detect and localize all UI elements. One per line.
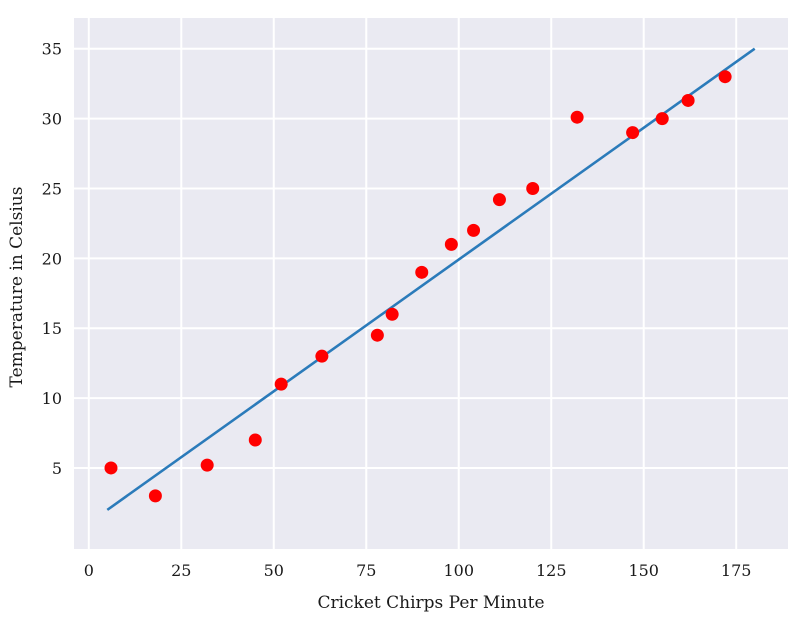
x-axis-label: Cricket Chirps Per Minute [317, 593, 544, 613]
y-tick-label: 5 [52, 459, 62, 478]
data-point [385, 307, 399, 321]
y-axis-label: Temperature in Celsius [7, 187, 27, 388]
data-point [444, 237, 458, 251]
y-tick-label: 10 [42, 389, 62, 408]
data-point [681, 93, 695, 107]
data-point [415, 265, 429, 279]
y-tick-label: 25 [42, 179, 62, 198]
y-tick-label: 35 [42, 40, 62, 59]
data-point [248, 433, 262, 447]
data-point [104, 461, 118, 475]
y-tick-label: 20 [42, 249, 62, 268]
x-tick-label: 125 [536, 561, 567, 580]
x-tick-label: 100 [443, 561, 474, 580]
x-tick-label: 75 [356, 561, 376, 580]
x-tick-label: 175 [721, 561, 752, 580]
data-point [315, 349, 329, 363]
y-tick-label: 15 [42, 319, 62, 338]
data-point [570, 110, 584, 124]
y-tick-label: 30 [42, 110, 62, 129]
regression-line [106, 47, 756, 511]
data-point [526, 181, 540, 195]
data-point [274, 377, 288, 391]
plot-area [74, 18, 788, 549]
data-point [492, 193, 506, 207]
data-point [718, 70, 732, 84]
data-point [148, 489, 162, 503]
grid [74, 18, 788, 549]
x-tick-labels: 0 25 50 75 100 125 150 175 [84, 561, 752, 580]
data-point [655, 112, 669, 126]
y-tick-labels: 5 10 15 20 25 30 35 [42, 40, 62, 478]
data-point [467, 223, 481, 237]
data-point [200, 458, 214, 472]
x-tick-label: 25 [171, 561, 191, 580]
x-tick-label: 150 [628, 561, 659, 580]
data-point [626, 126, 640, 140]
data-points [104, 70, 732, 503]
x-tick-label: 0 [84, 561, 94, 580]
data-point [370, 328, 384, 342]
x-tick-label: 50 [264, 561, 284, 580]
